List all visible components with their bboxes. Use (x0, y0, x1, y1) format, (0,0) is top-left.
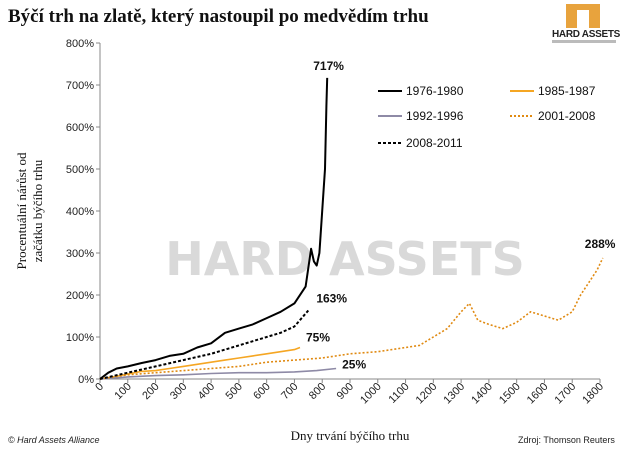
chart-annotations: 717% 163% 75% 25% 288% (306, 59, 616, 372)
logo-text: HARD ASSETS (552, 29, 621, 40)
x-tick-label: 500 (224, 381, 245, 402)
y-tick-label: 100% (66, 332, 94, 344)
series-line-1992-1996 (99, 367, 337, 380)
y-axis-title-line: Procentuální nárůst od (14, 152, 29, 269)
x-tick-label: 400 (196, 381, 217, 402)
y-tick-label: 400% (66, 206, 94, 218)
legend-label-2008-2011: 2008-2011 (406, 136, 463, 150)
page-title: Býčí trh na zlatě, který nastoupil po me… (8, 6, 429, 27)
x-tick-label: 300 (168, 381, 189, 402)
data-label-163pct: 163% (316, 292, 347, 306)
y-tick-label: 500% (66, 164, 94, 176)
y-tick-label: 700% (66, 80, 94, 92)
y-tick-label: 800% (66, 38, 94, 50)
footer-copyright: © Hard Assets Alliance (8, 435, 100, 445)
data-label-717pct: 717% (313, 59, 344, 73)
chart-legend: 1976-1980 1985-1987 1992-1996 2001-2008 2008… (378, 84, 596, 150)
hard-assets-logo: HARD ASSETS (552, 4, 621, 44)
legend-label-1976-1980: 1976-1980 (406, 84, 464, 98)
x-tick-label: 1300 (441, 381, 467, 407)
watermark: HARD ASSETS (165, 232, 524, 286)
x-tick-label: 700 (279, 381, 300, 402)
legend-label-1985-1987: 1985-1987 (538, 84, 596, 98)
series-line-1976-1980 (99, 77, 329, 380)
y-tick-label: 300% (66, 248, 94, 260)
chart-axes: 0%100%200%300%400%500%600%700%800%0 100 20… (66, 38, 606, 406)
y-tick-label: 200% (66, 290, 94, 302)
chart-series (99, 77, 604, 380)
x-tick-label: 1500 (497, 381, 523, 407)
x-tick-label: 1600 (525, 381, 551, 407)
x-tick-label: 1800 (580, 381, 606, 407)
x-tick-label: 100 (112, 381, 133, 402)
x-tick-label: 1400 (469, 381, 495, 407)
logo-underline (552, 40, 616, 43)
x-tick-label: 1000 (358, 381, 384, 407)
x-tick-label: 1200 (414, 381, 440, 407)
x-tick-label: 1700 (553, 381, 579, 407)
logo-mark-icon (566, 4, 600, 28)
x-tick-label: 800 (307, 381, 328, 402)
x-tick-label: 200 (140, 381, 161, 402)
data-label-288pct: 288% (585, 237, 616, 251)
x-tick-label: 900 (335, 381, 356, 402)
data-label-25pct: 25% (342, 358, 366, 372)
x-axis-title: Dny trvání býčího trhu (291, 428, 410, 443)
y-tick-label: 0% (78, 374, 94, 386)
x-tick-label: 600 (251, 381, 272, 402)
y-tick-label: 600% (66, 122, 94, 134)
legend-label-2001-2008: 2001-2008 (538, 109, 596, 123)
y-axis-title-line: začátku býčího trhu (30, 159, 45, 262)
watermark-text: HARD ASSETS (165, 232, 524, 286)
series-line-2008-2011 (99, 309, 310, 380)
x-tick-label: 1100 (386, 381, 411, 406)
series-line-2001-2008 (99, 257, 604, 380)
footer-source: Zdroj: Thomson Reuters (518, 435, 615, 445)
legend-label-1992-1996: 1992-1996 (406, 109, 464, 123)
axis-labels: Dny trvání býčího trhu Procentuální nárůs… (14, 152, 410, 443)
series-line-1985-1987 (99, 346, 301, 380)
data-label-75pct: 75% (306, 331, 330, 345)
y-axis-title: Procentuální nárůst od začátku býčího trh… (14, 152, 45, 269)
